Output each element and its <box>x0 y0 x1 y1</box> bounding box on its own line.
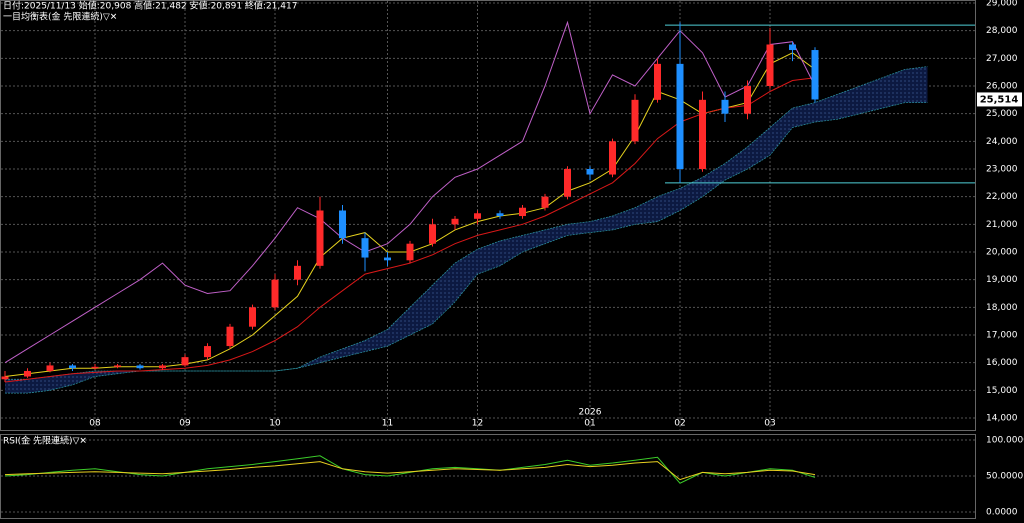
y-tick-label: 27,000 <box>986 54 1018 64</box>
y-tick-label: 17,000 <box>986 331 1018 341</box>
rsi-line <box>4 455 816 484</box>
x-tick-label: 09 <box>179 419 191 429</box>
cloud-area <box>5 66 928 394</box>
y-tick-label: 22,000 <box>986 192 1018 202</box>
rsi-title: RSI(金 先限連続)▽✕ <box>3 435 87 447</box>
x-tick-label: 10 <box>269 419 281 429</box>
candle-body <box>1 376 9 380</box>
cloud-span-b <box>5 102 928 394</box>
rsi-frame <box>0 434 976 519</box>
candle-body <box>294 265 301 280</box>
candle-body <box>766 44 774 86</box>
candle-body <box>654 63 661 100</box>
y-tick-label: 19,000 <box>986 275 1018 285</box>
candle-body <box>24 370 31 377</box>
candle-body <box>676 63 684 169</box>
y-tick-label: 24,000 <box>986 137 1018 147</box>
candle-body <box>564 169 571 197</box>
candle-body <box>316 210 324 266</box>
candle-body <box>474 213 481 219</box>
candle-body <box>609 141 616 175</box>
candle-body <box>159 365 166 369</box>
candle-body <box>271 279 279 308</box>
candle-body <box>114 365 121 367</box>
y-tick-label: 16,000 <box>986 358 1018 368</box>
candle-body <box>226 326 234 347</box>
y-tick-label: 25,000 <box>986 109 1018 119</box>
candle-body <box>429 224 436 244</box>
candle-body <box>811 50 819 100</box>
candle-body <box>339 210 346 239</box>
candle-body <box>69 365 76 369</box>
x-tick-label: 12 <box>472 419 483 429</box>
candle-body <box>406 243 414 261</box>
candle-body <box>451 218 459 225</box>
y-tick-label: 15,000 <box>986 386 1018 396</box>
y-tick-label: 23,000 <box>986 165 1018 175</box>
candle-body <box>46 365 54 371</box>
y-tick-label: 21,000 <box>986 220 1018 230</box>
y-tick-label: 26,000 <box>986 82 1018 92</box>
candle-body <box>181 357 189 366</box>
y-tick-label: 29,000 <box>986 0 1018 9</box>
price-marker-label: 25,514 <box>980 94 1019 105</box>
x-tick-label: 02 <box>674 419 685 429</box>
candle-body <box>789 44 796 51</box>
candle-body <box>631 99 639 142</box>
y-tick-label: 28,000 <box>986 26 1018 36</box>
candle-body <box>361 238 369 258</box>
y-tick-label: 18,000 <box>986 303 1018 313</box>
candle-body <box>519 207 526 217</box>
candle-body <box>204 346 211 358</box>
x-group-label: 2026 <box>579 408 602 418</box>
candle-body <box>541 196 549 208</box>
candle-body <box>744 86 751 114</box>
x-tick-label: 11 <box>382 419 393 429</box>
y-tick-label: 14,000 <box>986 414 1018 424</box>
candle-body <box>699 99 706 169</box>
main-title: 一目均衡表(金 先限連続)▽✕ <box>3 11 117 23</box>
candle-body <box>721 99 729 114</box>
y-tick-label: 0.0000 <box>986 508 1018 518</box>
main-frame <box>0 0 976 431</box>
candle-body <box>91 366 99 369</box>
y-tick-label: 20,000 <box>986 248 1018 258</box>
y-tick-label: 100.0000 <box>986 436 1024 446</box>
candle-body <box>586 169 594 175</box>
y-tick-label: 50.0000 <box>986 472 1023 482</box>
rsi-line <box>4 461 816 481</box>
candle-body <box>249 307 256 327</box>
candle-body <box>384 257 391 261</box>
header-info: 日付:2025/11/13 始値:20,908 高値:21,482 安値:20,… <box>3 0 297 12</box>
candle-body <box>496 213 504 217</box>
candle-body <box>136 365 144 369</box>
x-tick-label: 01 <box>584 419 595 429</box>
price-marker <box>977 92 1022 107</box>
x-tick-label: 03 <box>764 419 775 429</box>
x-tick-label: 08 <box>89 419 101 429</box>
